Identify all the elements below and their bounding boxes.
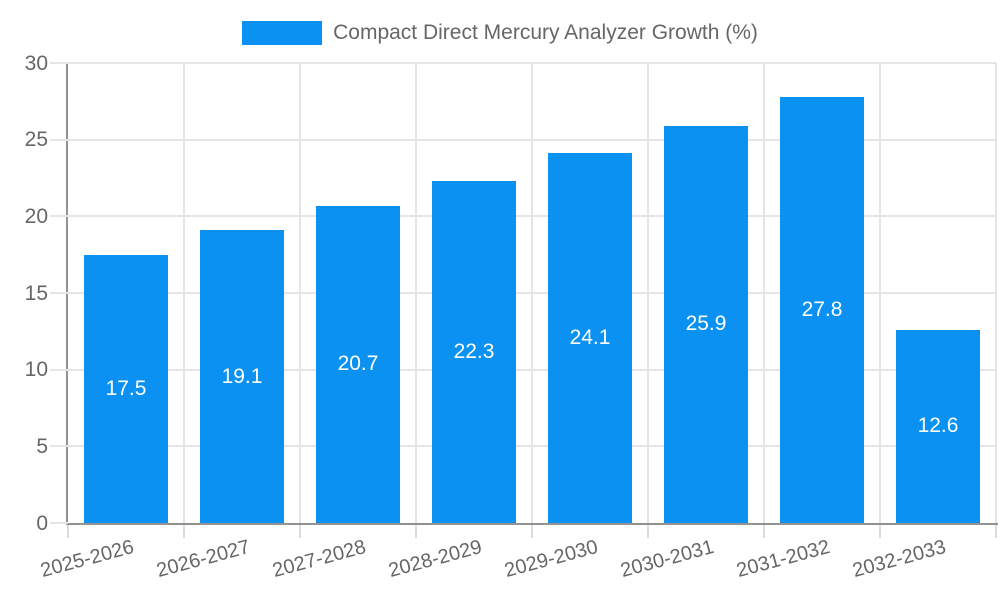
bar-value-2030-2031: 25.9 — [685, 312, 727, 336]
v-gridline-2 — [299, 63, 301, 523]
bar-value-2029-2030: 24.1 — [569, 326, 611, 350]
y-axis-label-20: 20 — [24, 204, 48, 228]
legend-label: Compact Direct Mercury Analyzer Growth (… — [333, 21, 758, 44]
bar-value-2025-2026: 17.5 — [105, 376, 147, 400]
bar-2030-2031: 25.9 — [664, 125, 748, 523]
v-gridline-3 — [415, 63, 417, 523]
y-tick-0 — [50, 522, 68, 524]
y-axis-line — [66, 63, 68, 525]
v-gridline-8 — [995, 63, 997, 523]
y-axis-label-15: 15 — [24, 281, 48, 305]
x-tick-5 — [647, 525, 649, 538]
bar-2025-2026: 17.5 — [84, 254, 168, 523]
y-axis-label-30: 30 — [24, 51, 48, 75]
bar-2031-2032: 27.8 — [780, 96, 864, 523]
x-axis-label-2028-2029: 2028-2029 — [386, 536, 485, 583]
y-axis-label-5: 5 — [36, 434, 48, 458]
legend-swatch — [242, 21, 323, 45]
chart-legend-item[interactable]: Compact Direct Mercury Analyzer Growth (… — [0, 19, 1000, 47]
x-axis-label-2026-2027: 2026-2027 — [154, 536, 253, 583]
v-gridline-4 — [531, 63, 533, 523]
x-axis-label-2025-2026: 2025-2026 — [38, 536, 137, 583]
bar-value-2026-2027: 19.1 — [221, 364, 263, 388]
x-tick-0 — [67, 525, 69, 538]
bar-2028-2029: 22.3 — [432, 181, 516, 523]
bar-2027-2028: 20.7 — [316, 205, 400, 523]
bar-value-2027-2028: 20.7 — [337, 352, 379, 376]
x-tick-8 — [995, 525, 997, 538]
x-axis-label-2030-2031: 2030-2031 — [618, 536, 717, 583]
x-tick-6 — [763, 525, 765, 538]
y-axis-label-0: 0 — [36, 511, 48, 535]
x-tick-4 — [531, 525, 533, 538]
bar-2032-2033: 12.6 — [896, 329, 980, 523]
x-tick-2 — [299, 525, 301, 538]
x-axis-label-2031-2032: 2031-2032 — [734, 536, 833, 583]
y-tick-5 — [50, 445, 68, 448]
y-axis-label-10: 10 — [24, 358, 48, 382]
y-tick-25 — [50, 138, 68, 141]
x-tick-7 — [879, 525, 881, 538]
bar-value-2032-2033: 12.6 — [917, 414, 959, 438]
x-axis-label-2029-2030: 2029-2030 — [502, 536, 601, 583]
bar-value-2028-2029: 22.3 — [453, 340, 495, 364]
y-tick-30 — [50, 62, 68, 64]
x-axis-label-2027-2028: 2027-2028 — [270, 536, 369, 583]
bar-2026-2027: 19.1 — [200, 230, 284, 523]
x-axis-label-2032-2033: 2032-2033 — [850, 536, 949, 583]
bar-value-2031-2032: 27.8 — [801, 297, 843, 321]
y-tick-20 — [50, 215, 68, 218]
v-gridline-1 — [183, 63, 185, 523]
y-tick-10 — [50, 368, 68, 371]
bar-2029-2030: 24.1 — [548, 153, 632, 523]
x-tick-1 — [183, 525, 185, 538]
x-tick-3 — [415, 525, 417, 538]
plot-area: 17.5 19.1 20.7 22.3 24.1 25.9 27.8 12.6 — [50, 62, 998, 538]
v-gridline-7 — [879, 63, 881, 523]
x-axis-line — [66, 523, 998, 525]
v-gridline-5 — [647, 63, 649, 523]
y-tick-15 — [50, 292, 68, 294]
y-axis-label-25: 25 — [24, 128, 48, 152]
v-gridline-6 — [763, 63, 765, 523]
